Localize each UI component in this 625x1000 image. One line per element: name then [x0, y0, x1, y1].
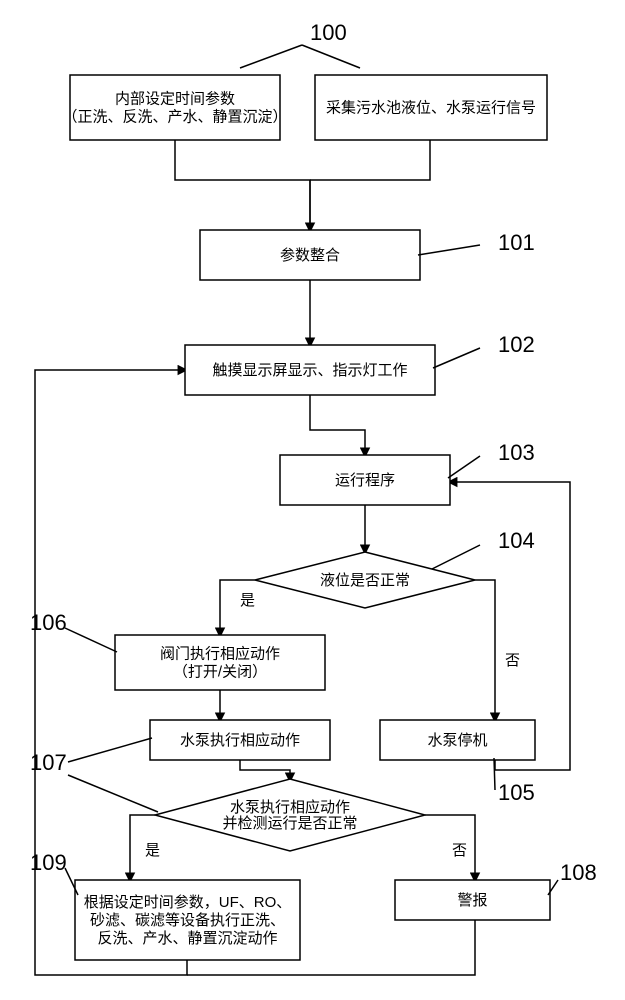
- callout-l102: 102: [433, 332, 535, 368]
- node-n102: 触摸显示屏显示、指示灯工作: [185, 345, 435, 395]
- node-text: 运行程序: [335, 472, 395, 489]
- callout-l107: 107: [30, 738, 158, 812]
- flow-edge: [425, 815, 475, 882]
- node-n105: 水泵停机: [380, 720, 535, 760]
- callout-l104: 104: [432, 528, 535, 569]
- node-n103: 运行程序: [280, 455, 450, 505]
- node-text: 水泵执行相应动作: [230, 798, 350, 816]
- node-text: 触摸显示屏显示、指示灯工作: [212, 362, 407, 379]
- flow-edge: [240, 760, 290, 782]
- node-text: 水泵执行相应动作: [180, 731, 300, 749]
- node-text: （正洗、反洗、产水、静置沉淀）: [62, 109, 287, 126]
- node-text: 内部设定时间参数: [115, 91, 235, 108]
- callout-number: 108: [560, 860, 597, 885]
- node-text: 警报: [457, 892, 487, 909]
- node-n107b: 水泵执行相应动作并检测运行是否正常: [155, 779, 425, 851]
- callout-l103: 103: [448, 440, 535, 478]
- edge-label: 是: [240, 592, 255, 609]
- node-text: 反洗、产水、静置沉淀动作: [97, 930, 277, 947]
- node-text: 阀门执行相应动作: [160, 645, 280, 663]
- node-text: 砂滤、碳滤等设备执行正洗、: [90, 911, 285, 929]
- node-n107a: 水泵执行相应动作: [150, 720, 330, 760]
- node-text: 根据设定时间参数，UF、RO、: [84, 894, 292, 911]
- node-n101: 参数整合: [200, 230, 420, 280]
- node-text: 液位是否正常: [320, 572, 410, 589]
- callout-number: 107: [30, 750, 67, 775]
- callout-number: 103: [498, 440, 535, 465]
- edge-label: 否: [452, 842, 467, 859]
- callout-number: 101: [498, 230, 535, 255]
- callout-number: 105: [498, 780, 535, 805]
- node-n109: 根据设定时间参数，UF、RO、砂滤、碳滤等设备执行正洗、反洗、产水、静置沉淀动作: [75, 880, 300, 960]
- callout-number: 106: [30, 610, 67, 635]
- edge-label: 否: [505, 652, 520, 669]
- node-text: 并检测运行是否正常: [222, 815, 357, 832]
- callout-number: 102: [498, 332, 535, 357]
- callout-l108: 108: [548, 860, 597, 895]
- node-text: 采集污水池液位、水泵运行信号: [326, 100, 536, 117]
- callout-l106: 106: [30, 610, 117, 652]
- callout-l105: 105: [494, 758, 535, 805]
- node-n104: 液位是否正常: [255, 552, 475, 608]
- node-text: 水泵停机: [427, 732, 487, 749]
- callout-number: 109: [30, 850, 67, 875]
- node-text: （打开/关闭）: [173, 664, 267, 681]
- callout-l109: 109: [30, 850, 78, 895]
- callout-number: 100: [310, 20, 347, 45]
- flow-edge: [310, 140, 430, 180]
- flow-edge: [175, 140, 310, 232]
- callout-l100: 100: [240, 20, 360, 68]
- node-n100b: 采集污水池液位、水泵运行信号: [315, 75, 547, 140]
- node-n106: 阀门执行相应动作（打开/关闭）: [115, 635, 325, 690]
- flow-edge: [310, 395, 365, 457]
- flow-edge: [475, 580, 495, 722]
- edge-label: 是: [145, 842, 160, 859]
- callout-l101: 101: [418, 230, 535, 255]
- node-n100a: 内部设定时间参数（正洗、反洗、产水、静置沉淀）: [62, 75, 287, 140]
- node-n108: 警报: [395, 880, 550, 920]
- callout-number: 104: [498, 528, 535, 553]
- node-text: 参数整合: [280, 247, 340, 264]
